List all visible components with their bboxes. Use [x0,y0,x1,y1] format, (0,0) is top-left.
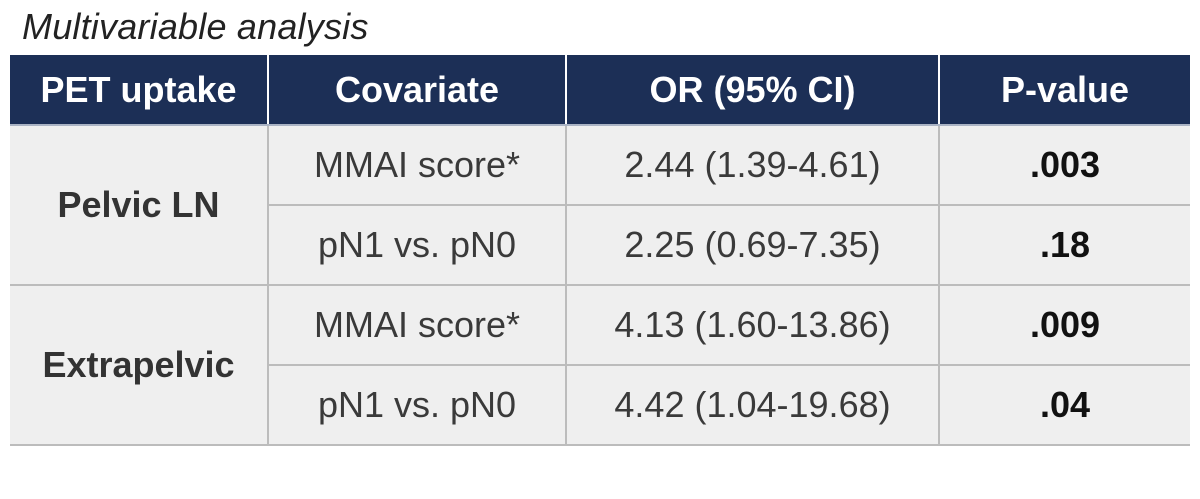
results-table: PET uptake Covariate OR (95% CI) P-value… [10,55,1190,446]
p-value-cell: .04 [938,365,1190,446]
table-row: Extrapelvic MMAI score* 4.13 (1.60-13.86… [10,285,1190,446]
header-covariate: Covariate [267,55,566,126]
covariate-cell: MMAI score* [267,125,566,206]
table-row: pN1 vs. pN0 4.42 (1.04-19.68) .04 [10,365,1190,446]
covariate-cell: pN1 vs. pN0 [267,205,566,286]
p-value-cell: .003 [938,125,1190,206]
group-label-pelvic-ln: Pelvic LN [10,125,268,286]
header-or-ci: OR (95% CI) [565,55,939,126]
or-ci-cell: 2.25 (0.69-7.35) [565,205,939,286]
table-caption: Multivariable analysis [22,6,369,47]
covariate-cell: MMAI score* [267,285,566,366]
or-ci-cell: 4.13 (1.60-13.86) [565,285,939,366]
or-ci-cell: 2.44 (1.39-4.61) [565,125,939,206]
p-value-cell: .009 [938,285,1190,366]
header-row: PET uptake Covariate OR (95% CI) P-value [10,55,1190,126]
or-ci-cell: 4.42 (1.04-19.68) [565,365,939,446]
table-row: pN1 vs. pN0 2.25 (0.69-7.35) .18 [10,205,1190,286]
p-value-cell: .18 [938,205,1190,286]
header-p-value: P-value [938,55,1190,126]
group-label-extrapelvic: Extrapelvic [10,285,268,446]
table-row: Pelvic LN MMAI score* 2.44 (1.39-4.61) .… [10,125,1190,286]
covariate-cell: pN1 vs. pN0 [267,365,566,446]
header-pet-uptake: PET uptake [10,55,268,126]
